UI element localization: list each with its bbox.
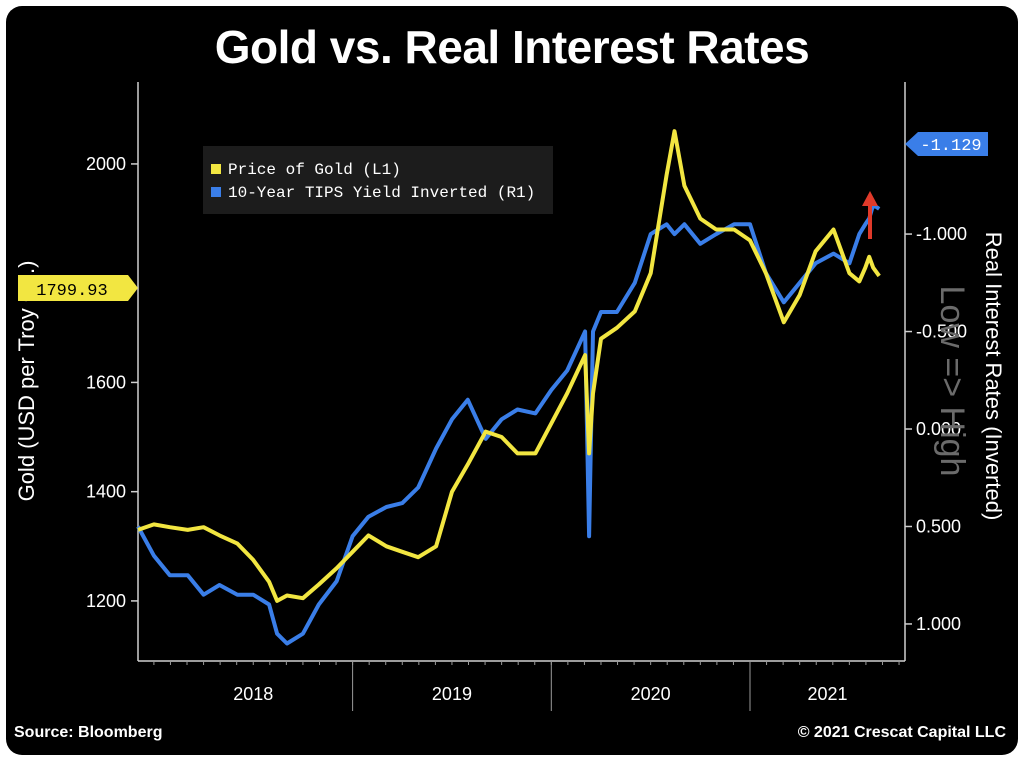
chart-title: Gold vs. Real Interest Rates [214,21,810,73]
legend: Price of Gold (L1) 10-Year TIPS Yield In… [203,146,553,214]
series-line-gold-price [137,129,881,603]
right-tick-label: 0.000 [916,419,961,439]
gold-last-value-badge: 1799.93 [18,275,138,301]
x-tick-label: 2019 [432,684,472,704]
left-tick-label: 2000 [86,154,126,174]
legend-swatch-tips [211,187,221,197]
low-high-overlay-text: Low => High [933,286,971,477]
left-axis-ticks: 1200 1400 1600 2000 [86,154,138,611]
arrow-up-icon [862,191,878,239]
left-tick-label: 1200 [86,591,126,611]
legend-label-tips: 10-Year TIPS Yield Inverted (R1) [228,184,535,202]
x-tick-label: 2020 [631,684,671,704]
chart-canvas: 1200 1400 1600 2000 -1.000 -0.500 0.000 0.500 1… [14,82,1006,711]
tips-last-value-badge: -1.129 [905,132,988,156]
left-tick-label: 1400 [86,482,126,502]
legend-box [203,146,553,214]
left-tick-label: 1600 [86,372,126,392]
right-tick-label: -0.500 [916,322,967,342]
chart-frame: Gold vs. Real Interest Rates 1200 1400 160… [6,6,1018,755]
right-axis-label: Real Interest Rates (Inverted) [981,232,1006,521]
right-tick-label: -1.000 [916,224,967,244]
right-tick-label: 0.500 [916,516,961,536]
x-axis-dividers [153,661,900,711]
legend-label-gold: Price of Gold (L1) [228,161,401,179]
series-line-tips-yield-inverted [136,202,881,646]
x-tick-label: 2018 [233,684,273,704]
x-tick-label: 2021 [807,684,847,704]
x-axis-labels: 2018 2019 2020 2021 [233,684,847,704]
gold-last-value-text: 1799.93 [36,282,107,301]
copyright-note: © 2021 Crescat Capital LLC [797,724,1006,741]
legend-swatch-gold [211,164,221,174]
right-tick-label: 1.000 [916,614,961,634]
tips-last-value-text: -1.129 [920,137,981,156]
right-axis-ticks: -1.000 -0.500 0.000 0.500 1.000 [905,224,967,634]
source-note: Source: Bloomberg [14,724,163,741]
